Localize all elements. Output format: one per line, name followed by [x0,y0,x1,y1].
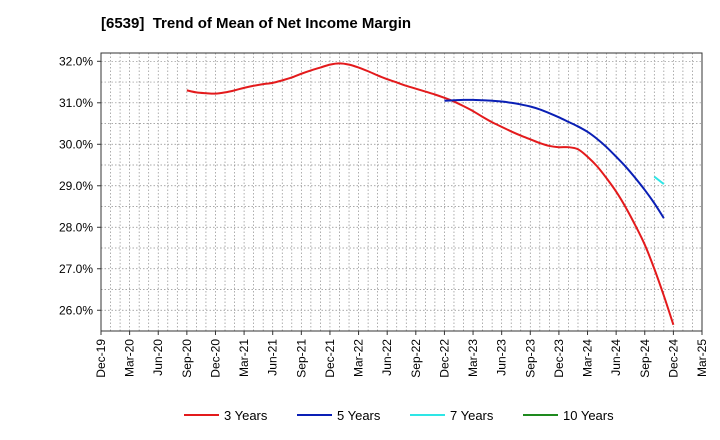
y-tick-label: 27.0% [59,262,93,276]
x-tick-label: Dec-23 [552,339,566,378]
legend-label-3-years: 3 Years [224,408,268,423]
x-tick-label: Jun-24 [609,339,623,376]
x-tick-label: Dec-20 [208,339,222,378]
series-line-5-years [444,98,665,219]
legend-label-5-years: 5 Years [337,408,381,423]
x-tick-label: Jun-21 [266,339,280,376]
x-tick-label: Sep-24 [638,339,652,378]
x-tick-label: Sep-21 [294,339,308,378]
series-lines [186,62,675,326]
x-tick-label: Jun-23 [495,339,509,376]
chart-title: [6539] Trend of Mean of Net Income Margi… [101,15,412,32]
x-axis: Dec-19 Mar-20 Jun-20 Sep-20 Dec-20 Mar-21 Jun-… [94,331,709,378]
x-tick-label: Mar-25 [695,339,709,377]
x-tick-label: Mar-23 [466,339,480,377]
y-tick-label: 32.0% [59,54,93,68]
x-tick-label: Sep-20 [180,339,194,378]
series-line-7-years [653,175,665,185]
x-tick-label: Sep-22 [409,339,423,378]
plot-area-frame [100,52,703,332]
x-tick-label: Mar-24 [581,339,595,377]
x-tick-label: Dec-24 [666,339,680,378]
y-tick-label: 26.0% [59,303,93,317]
x-tick-label: Dec-22 [437,339,451,378]
y-tick-label: 29.0% [59,179,93,193]
y-axis: 32.0% 31.0% 30.0% 29.0% 28.0% 27.0% 26.0% [59,54,101,317]
gridlines [100,53,703,332]
legend: 3 Years 5 Years 7 Years 10 Years [184,408,614,423]
x-tick-label: Dec-19 [94,339,108,378]
x-tick-label: Mar-20 [123,339,137,377]
y-tick-label: 31.0% [59,96,93,110]
x-tick-label: Dec-21 [323,339,337,378]
series-line-3-years [186,62,675,326]
x-tick-label: Sep-23 [523,339,537,378]
legend-label-7-years: 7 Years [450,408,494,423]
x-tick-label: Mar-22 [352,339,366,377]
x-tick-label: Jun-20 [151,339,165,376]
y-tick-label: 28.0% [59,220,93,234]
x-tick-label: Mar-21 [237,339,251,377]
y-tick-label: 30.0% [59,137,93,151]
legend-label-10-years: 10 Years [563,408,614,423]
x-tick-label: Jun-22 [380,339,394,376]
